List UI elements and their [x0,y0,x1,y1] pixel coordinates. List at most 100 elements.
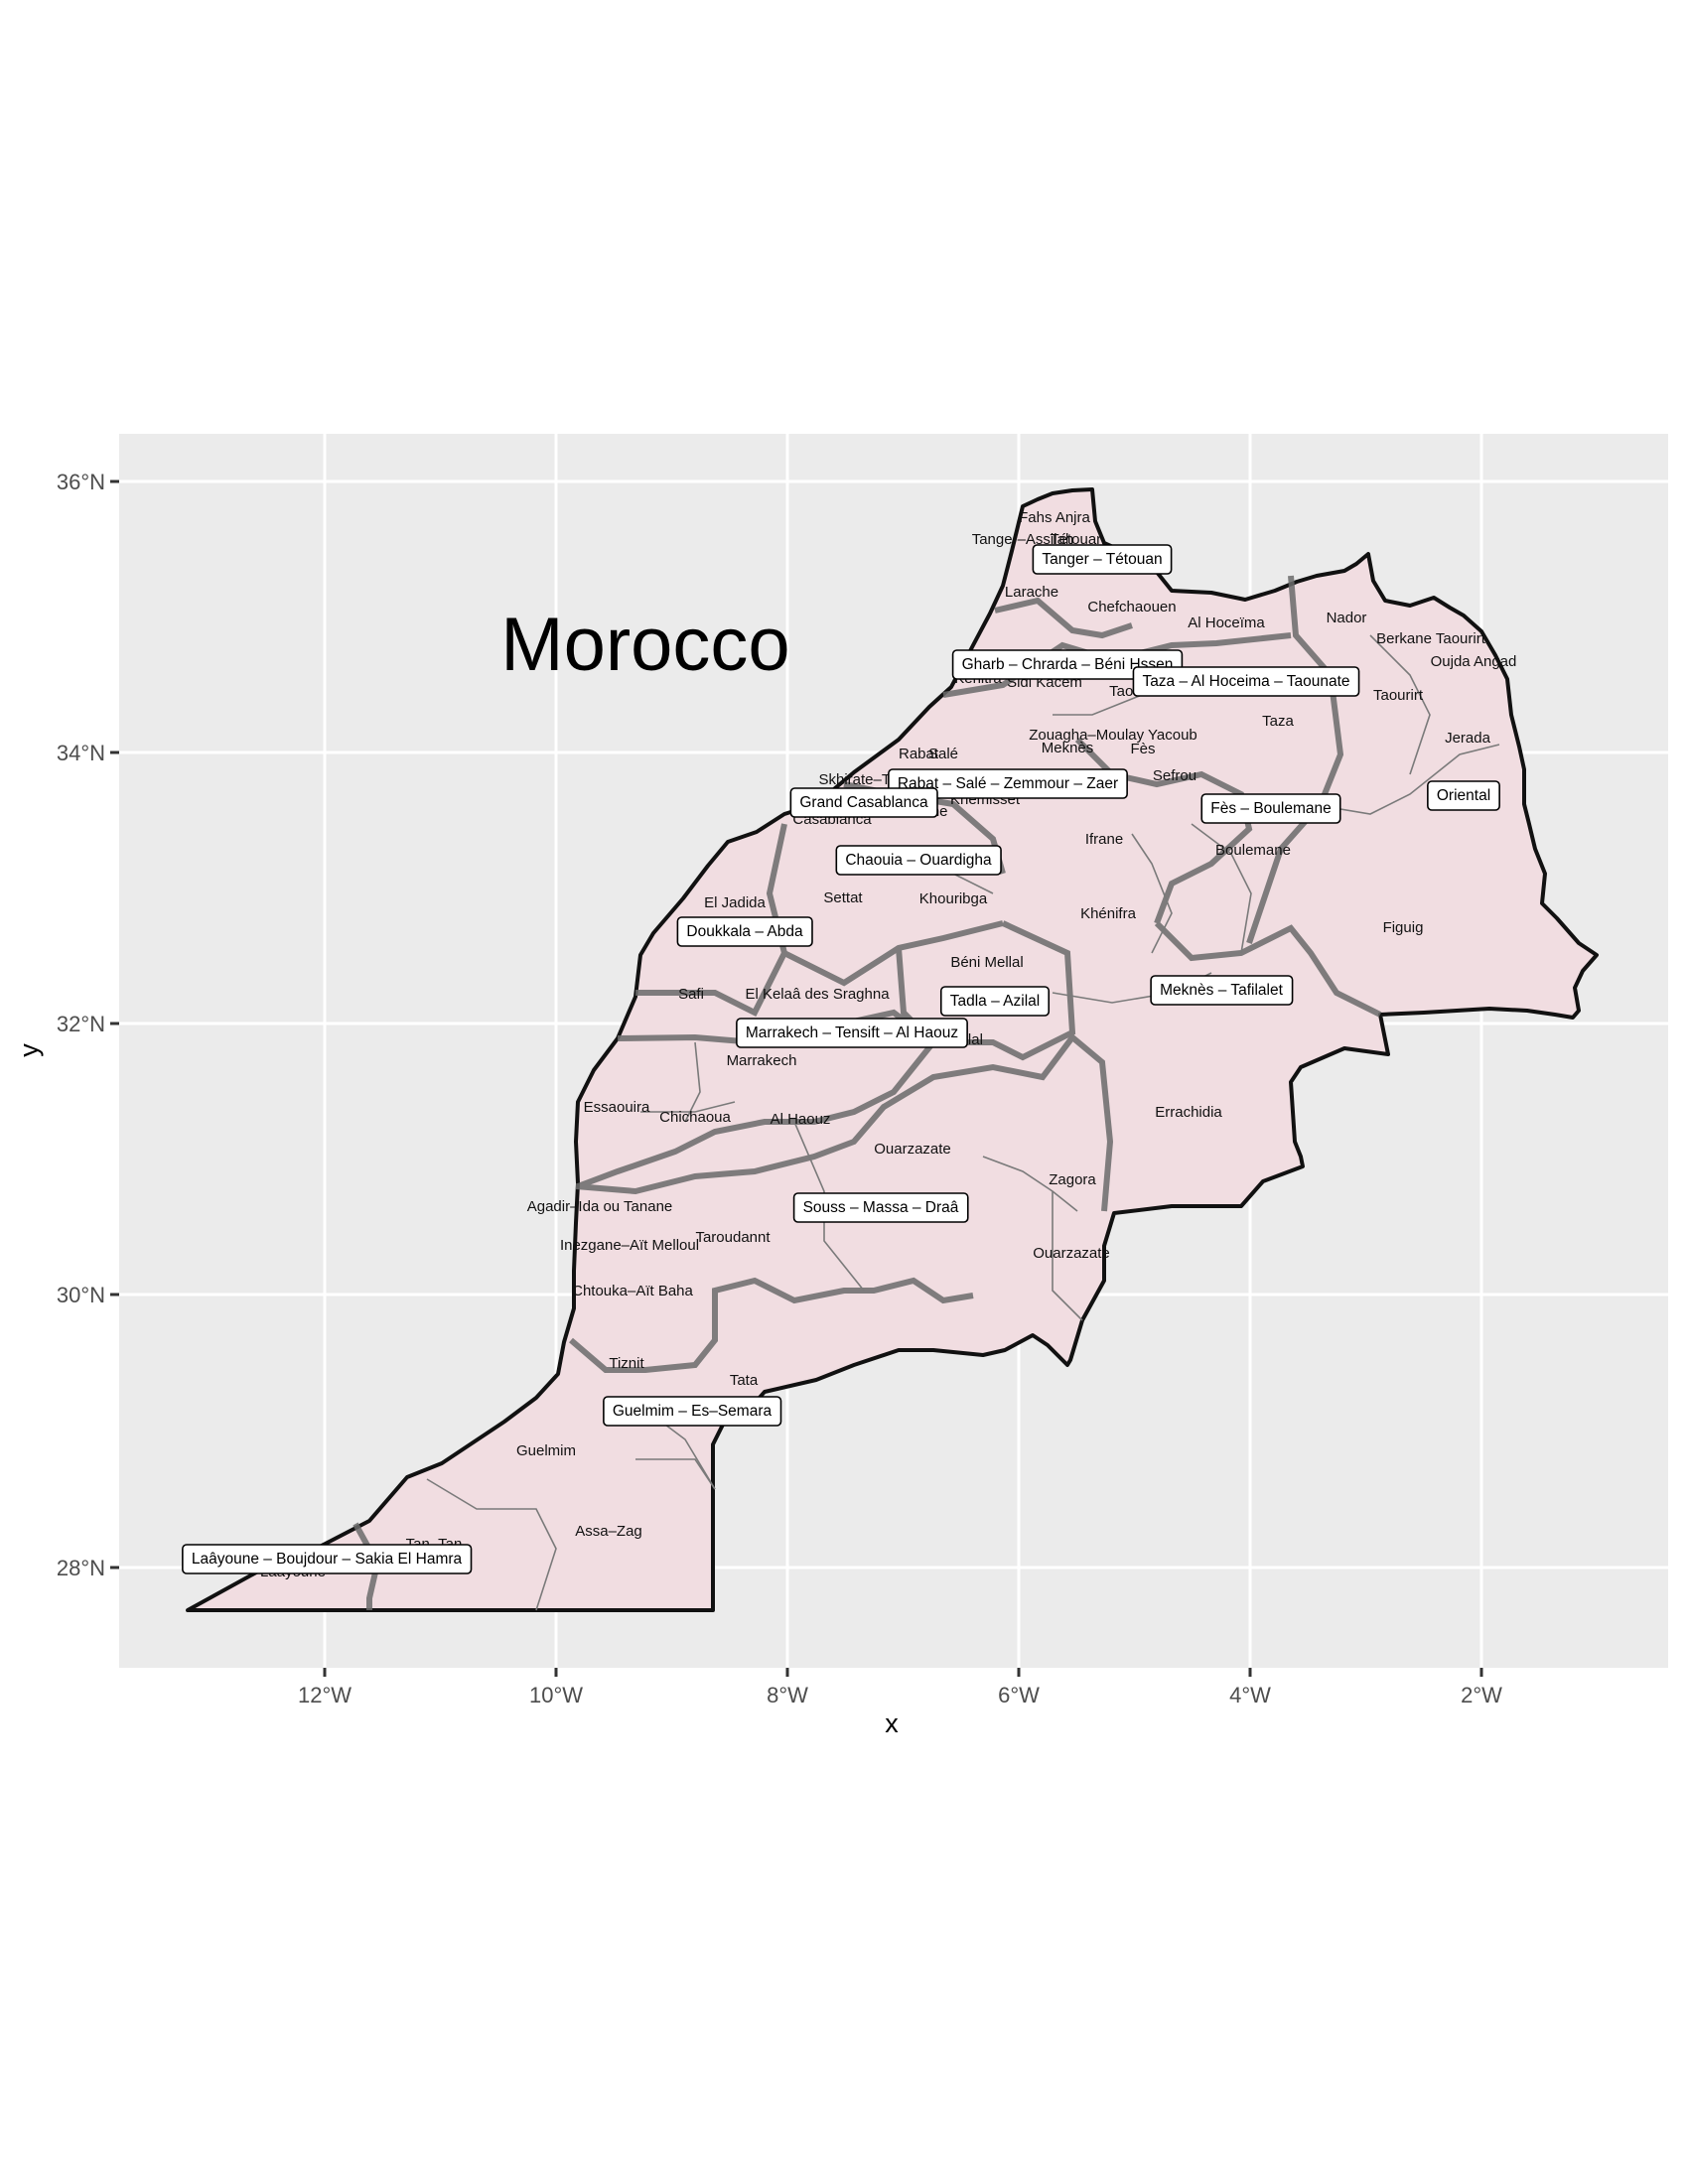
region-label-box [789,787,938,818]
region-label: Tanger – Tétouan [1032,544,1173,575]
prov-line-11 [1191,823,1252,954]
ytick-34n: 34°N [57,741,105,765]
region-label-text: Laâyoune – Boujdour – Sakia El Hamra [192,1551,463,1568]
province-label: Inezgane–Aït Melloul [560,1237,699,1254]
province-label: Khouribga [919,890,988,907]
xtick-2w: 2°W [1461,1683,1502,1707]
province-label: Salé [928,746,958,762]
province-label: Nador [1327,610,1367,626]
xtick-6w: 6°W [998,1683,1040,1707]
region-label-box [1132,666,1360,697]
province-label: Zouagha–Moulay Yacoub [1029,727,1197,744]
province-label: Tétouan [1050,531,1104,548]
region-label: Marrakech – Tensift – Al Haouz [736,1018,968,1048]
region-label-box [1427,780,1500,811]
region-label: Laâyoune – Boujdour – Sakia El Hamra [182,1544,473,1574]
prov-line-7 [426,1478,557,1611]
prov-line-2 [684,1041,701,1123]
region-label-text: Grand Casablanca [799,794,928,811]
border-laayoune [352,1522,381,1610]
province-label: Taourirt [1373,687,1424,704]
map-title: Morocco [500,603,789,687]
province-label: Ouarzazate [1033,1245,1110,1262]
province-label: Tanger–Assilah [972,531,1074,548]
province-label: Khénifra [1080,905,1137,922]
region-label: Rabat – Salé – Zemmour – Zaer [888,768,1128,799]
region-label-box [676,916,813,947]
y-axis-title: y [14,1043,44,1057]
region-label: Chaouia – Ouardigha [835,845,1002,876]
province-label: Berkane Taourirt [1376,630,1486,647]
province-label: Ouarzazate [874,1141,951,1158]
province-label: Al Hoceïma [1188,614,1265,631]
province-label: Rabat [899,746,939,762]
province-label: Ifrane [1085,831,1123,848]
region-label-box [888,768,1128,799]
province-label: Fahs Anjra [1019,509,1090,526]
region-label-text: Meknès – Tafilalet [1160,982,1283,999]
province-label: Assa–Zag [575,1523,642,1540]
province-label: Taroudannt [695,1229,771,1246]
region-label: Fès – Boulemane [1200,793,1341,824]
region-label: Meknès – Tafilalet [1150,975,1294,1006]
province-label: Béni Mellal [950,954,1023,971]
province-label: Tiznit [609,1355,644,1372]
region-label: Oriental [1427,780,1500,811]
prov-line-12 [1131,833,1173,954]
prov-line-1 [640,1101,736,1113]
region-label-text: Fès – Boulemane [1210,800,1332,817]
region-label-text: Tanger – Tétouan [1042,551,1162,568]
region-label-text: Rabat – Salé – Zemmour – Zaer [898,775,1118,792]
province-label: El Jadida [704,894,766,911]
border-chaouia [766,823,1004,987]
region-label: Souss – Massa – Draâ [792,1192,969,1223]
border-souss [575,1032,1114,1212]
region-label-box [792,1192,969,1223]
region-label: Grand Casablanca [789,787,938,818]
region-label-text: Souss – Massa – Draâ [803,1199,959,1216]
region-labels: Tanger – Tétouan Gharb – Chrarda – Béni H… [182,544,1500,1574]
province-label: Larache [1005,584,1058,601]
xtick-4w: 4°W [1229,1683,1271,1707]
province-label: Meknès [1042,740,1094,756]
region-label-text: Taza – Al Hoceima – Taounate [1142,673,1349,690]
province-label: Agadir–Ida ou Tanane [527,1198,673,1215]
axis-ticks [110,479,1483,1677]
region-label: Tadla – Azilal [939,986,1051,1017]
province-label: Oujda Angad [1431,653,1517,670]
province-label: Fès [1130,741,1155,757]
border-tadla [896,920,1076,1061]
province-label: Jerada [1445,730,1491,747]
border-taza-oriental [1246,575,1344,944]
x-axis-title: x [885,1708,899,1738]
province-label: Chtouka–Aït Baha [572,1283,693,1299]
province-label: Guelmim [516,1442,576,1459]
region-label-box [835,845,1002,876]
province-label: El Kelaâ des Sraghna [745,986,890,1003]
region-label-text: Chaouia – Ouardigha [845,852,992,869]
prov-line-15 [1053,694,1143,716]
province-label: Tata [730,1372,759,1389]
province-label: Essaouira [584,1099,650,1116]
province-label: Marrakech [727,1052,797,1069]
province-label: Taza [1262,713,1294,730]
region-label: Guelmim – Es–Semara [603,1396,782,1427]
region-label-box [939,986,1051,1017]
prov-line-4 [982,1156,1078,1212]
ytick-28n: 28°N [57,1556,105,1580]
xtick-8w: 8°W [767,1683,808,1707]
region-label-text: Guelmim – Es–Semara [613,1403,773,1420]
ytick-32n: 32°N [57,1012,105,1036]
region-label: Gharb – Chrarda – Béni Hssen [951,649,1184,680]
ytick-30n: 30°N [57,1283,105,1307]
region-label-box [1150,975,1294,1006]
province-label: Zagora [1049,1171,1096,1188]
morocco-landmass [186,487,1599,1612]
province-label: Boulemane [1215,842,1291,859]
province-label: Figuig [1383,919,1424,936]
region-label-box [603,1396,782,1427]
province-label: Al Haouz [771,1111,831,1128]
region-label: Doukkala – Abda [676,916,813,947]
border-meknes-tafilalet [1154,920,1382,1018]
region-label: Taza – Al Hoceima – Taounate [1132,666,1360,697]
